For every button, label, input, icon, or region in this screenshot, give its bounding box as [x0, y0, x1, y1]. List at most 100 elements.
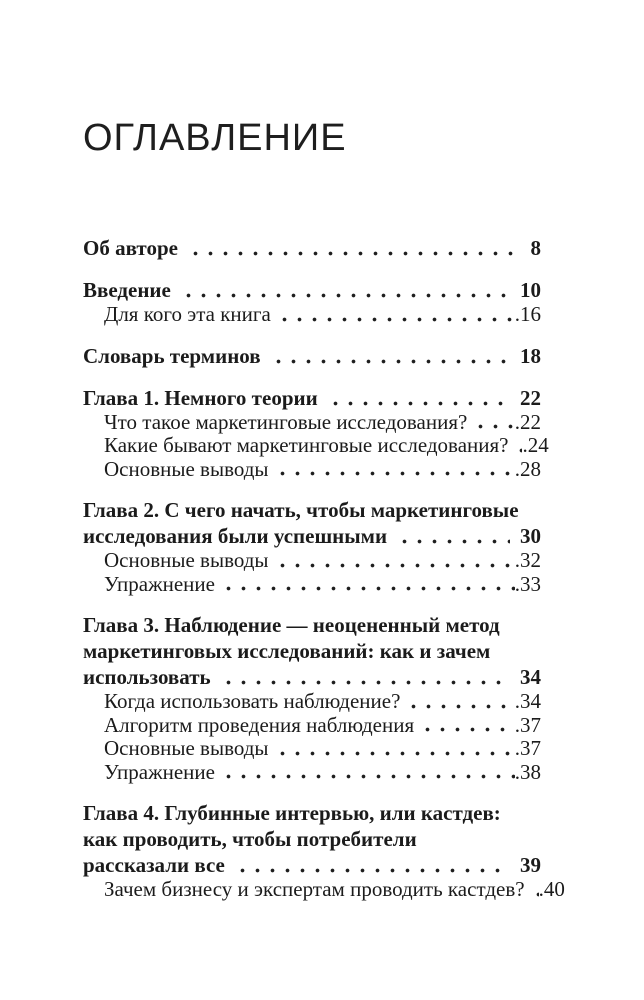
dot-leader: [270, 549, 515, 573]
dot-leader: [469, 410, 515, 434]
toc-line: Глава 1. Немного теории 22: [83, 384, 541, 411]
toc-line: Основные выводы 32: [104, 548, 541, 573]
toc-entry-about-author: Об авторе 8: [83, 235, 541, 261]
toc-entry-exercise-ch2: Упражнение 33: [83, 571, 541, 597]
dot-leader: [416, 713, 515, 737]
toc-line: использовать 34: [83, 664, 541, 690]
toc-line: Какие бывают маркетинговые исследования?…: [104, 433, 549, 458]
page-number: 39: [520, 853, 541, 877]
toc-line: исследования были успешными 30: [83, 523, 541, 549]
dot-leader: [510, 434, 523, 458]
entry-label: Основные выводы: [104, 736, 269, 760]
dot-leader: [230, 852, 510, 878]
page-number: 10: [520, 278, 541, 302]
entry-label: Когда использовать наблюдение?: [104, 689, 401, 713]
entry-label: Основные выводы: [104, 456, 269, 481]
dot-leader: [323, 384, 510, 411]
page-number: 22: [515, 410, 541, 435]
toc-line: маркетинговых исследований: как и зачем: [83, 638, 541, 664]
toc-line: Словарь терминов 18: [83, 342, 541, 369]
page-number: 34: [515, 689, 541, 714]
toc-line: как проводить, чтобы потребители: [83, 826, 541, 852]
toc-line: Об авторе 8: [83, 235, 541, 261]
toc-line: Основные выводы 28: [104, 456, 541, 482]
entry-label: рассказали все: [83, 853, 225, 877]
page-number: 30: [520, 524, 541, 548]
toc-entry-observation-algorithm: Алгоритм проведения наблюдения 37: [83, 712, 541, 738]
toc-entry-chapter-3: Глава 3. Наблюдение — неоцененный метод …: [83, 612, 541, 690]
entry-label: Об авторе: [83, 236, 178, 260]
toc-line: Для кого эта книга 16: [104, 302, 541, 327]
toc-line: Алгоритм проведения наблюдения 37: [104, 712, 541, 738]
toc-entry-exercise-ch3: Упражнение 38: [83, 759, 541, 785]
toc-line: Зачем бизнесу и экспертам проводить каст…: [104, 877, 565, 902]
entry-label: маркетинговых исследований: как и зачем: [83, 639, 491, 663]
page-number: 32: [515, 548, 541, 573]
toc-line: Глава 3. Наблюдение — неоцененный метод: [83, 612, 541, 638]
toc-line: Глава 4. Глубинные интервью, или кастдев…: [83, 800, 541, 826]
toc-entry-key-takeaways-ch1: Основные выводы 28: [83, 456, 541, 482]
dot-leader: [183, 235, 521, 261]
page-number: 37: [515, 736, 541, 761]
dot-leader: [393, 523, 510, 549]
toc-line: Когда использовать наблюдение? 34: [104, 689, 541, 714]
dot-leader: [270, 737, 515, 761]
dot-leader: [176, 277, 510, 303]
entry-label: Глава 2. С чего начать, чтобы маркетинго…: [83, 498, 519, 522]
toc-entry-key-takeaways-ch2: Основные выводы 32: [83, 548, 541, 573]
toc-line: рассказали все 39: [83, 852, 541, 878]
toc-line: Глава 2. С чего начать, чтобы маркетинго…: [83, 497, 541, 523]
entry-label: Глава 3. Наблюдение — неоцененный метод: [83, 613, 500, 637]
toc-line: Что такое маркетинговые исследования? 22: [104, 409, 541, 435]
dot-leader: [402, 690, 515, 714]
page-number: 37: [515, 713, 541, 738]
entry-label: Алгоритм проведения наблюдения: [104, 712, 415, 737]
entry-label: Упражнение: [104, 571, 215, 596]
toc-line: Упражнение 33: [104, 571, 541, 597]
toc-entry-chapter-2: Глава 2. С чего начать, чтобы маркетинго…: [83, 497, 541, 549]
toc-entry-introduction: Введение 10: [83, 277, 541, 303]
entry-label: Упражнение: [104, 759, 215, 784]
page-number: 28: [515, 457, 541, 482]
dot-leader: [270, 457, 515, 481]
page-number: 18: [520, 343, 541, 368]
toc-line: Упражнение 38: [104, 759, 541, 785]
dot-leader: [216, 664, 510, 690]
toc-entry-what-is-marketing-research: Что такое маркетинговые исследования? 22: [83, 409, 541, 435]
dot-leader: [526, 878, 539, 902]
entry-label: Глава 1. Немного теории: [83, 385, 318, 410]
dot-leader: [272, 303, 515, 327]
entry-label: Какие бывают маркетинговые исследования?: [104, 433, 509, 457]
toc-line: Введение 10: [83, 277, 541, 303]
toc-list: Об авторе 8 Введение 10 Для кого эта кни…: [83, 235, 565, 902]
entry-label: Основные выводы: [104, 548, 269, 572]
page-number: 34: [520, 665, 541, 689]
dot-leader: [266, 342, 510, 369]
entry-label: Словарь терминов: [83, 343, 261, 368]
dot-leader: [216, 572, 515, 596]
entry-label: Для кого эта книга: [104, 302, 271, 326]
entry-label: Зачем бизнесу и экспертам проводить каст…: [104, 877, 525, 901]
dot-leader: [216, 760, 515, 784]
entry-label: исследования были успешными: [83, 524, 388, 548]
entry-label: Введение: [83, 278, 171, 302]
entry-label: Глава 4. Глубинные интервью, или кастдев…: [83, 801, 501, 825]
page-number: 40: [539, 877, 565, 902]
page-number: 8: [530, 236, 542, 260]
toc-entry-key-takeaways-ch3: Основные выводы 37: [83, 736, 541, 761]
entry-label: Что такое маркетинговые исследования?: [104, 409, 468, 434]
page-number: 22: [520, 385, 541, 410]
page-number: 38: [515, 760, 541, 785]
entry-label: как проводить, чтобы потребители: [83, 827, 417, 851]
toc-entry-who-book-is-for: Для кого эта книга 16: [83, 302, 541, 327]
toc-entry-glossary: Словарь терминов 18: [83, 342, 541, 369]
page-number: 16: [515, 302, 541, 327]
toc-entry-when-to-use-observation: Когда использовать наблюдение? 34: [83, 689, 541, 714]
toc-line: Основные выводы 37: [104, 736, 541, 761]
toc-entry-why-do-custdev: Зачем бизнесу и экспертам проводить каст…: [83, 877, 565, 902]
page-number: 24: [522, 433, 549, 458]
toc-entry-chapter-1: Глава 1. Немного теории 22: [83, 384, 541, 411]
toc-entry-chapter-4: Глава 4. Глубинные интервью, или кастдев…: [83, 800, 541, 878]
page-number: 33: [515, 572, 541, 597]
